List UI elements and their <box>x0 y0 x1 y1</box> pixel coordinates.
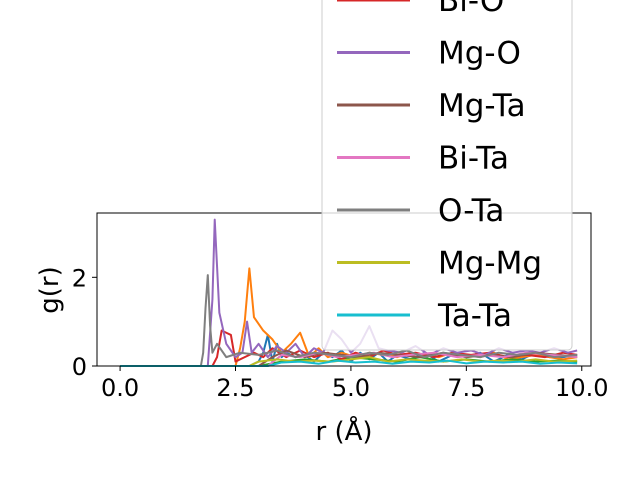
x-axis: 0.0 2.5 5.0 7.5 10.0 <box>101 366 608 402</box>
series-line-ta-ta <box>120 359 578 367</box>
y-tick-label: 2 <box>72 264 87 292</box>
x-axis-label: r (Å) <box>315 415 372 447</box>
legend-label: Mg-Ta <box>438 88 526 124</box>
legend-items: Bi-O Mg-O Mg-Ta Bi-Ta O-Ta Mg-Mg Ta-Ta <box>337 0 542 334</box>
x-tick-label: 7.5 <box>447 374 485 402</box>
x-tick-label: 5.0 <box>332 374 370 402</box>
legend-label: O-Ta <box>438 193 504 229</box>
legend-label: Mg-Mg <box>438 246 542 282</box>
legend-label: Bi-O <box>438 0 504 19</box>
x-tick-label: 0.0 <box>101 374 139 402</box>
series-line-o-ta <box>120 274 578 367</box>
x-tick-label: 10.0 <box>555 374 608 402</box>
x-tick-label: 2.5 <box>216 374 254 402</box>
series-line-mg-ta <box>120 349 578 367</box>
legend-label: Bi-Ta <box>438 141 509 177</box>
legend-label: Ta-Ta <box>437 298 512 334</box>
y-axis-label: g(r) <box>35 266 65 313</box>
y-tick-label: 0 <box>72 353 87 381</box>
legend-label: Mg-O <box>438 36 521 72</box>
legend: Bi-O Mg-O Mg-Ta Bi-Ta O-Ta Mg-Mg Ta-Ta <box>321 0 573 351</box>
y-axis: 02 <box>72 264 97 381</box>
